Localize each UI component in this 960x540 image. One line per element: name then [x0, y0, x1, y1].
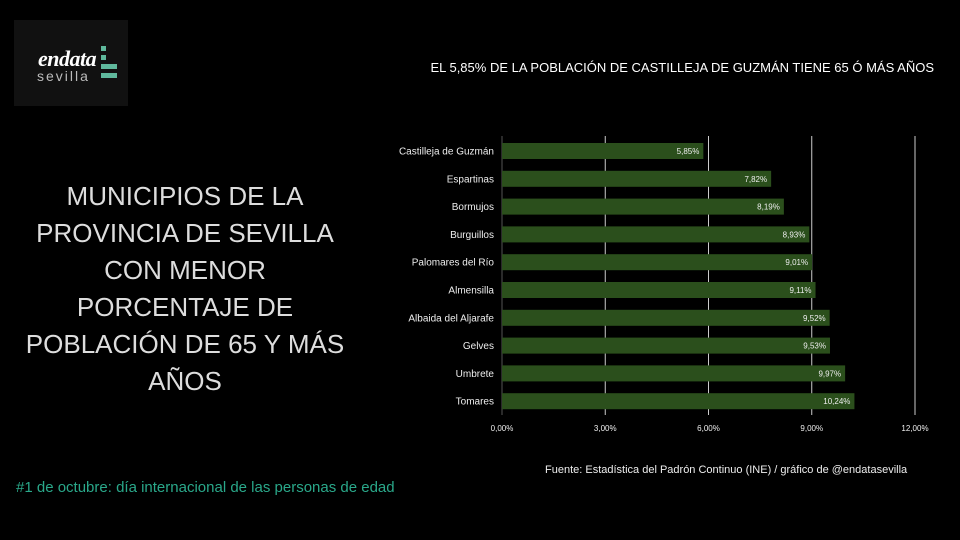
- bar: [502, 143, 704, 159]
- bar: [502, 170, 772, 187]
- tick-label: 3,00%: [594, 424, 617, 433]
- bar: [502, 254, 813, 271]
- logo-line1: endata: [38, 46, 97, 71]
- data-label: 5,85%: [677, 147, 700, 156]
- category-label: Bormujos: [452, 202, 494, 213]
- data-label: 9,01%: [785, 258, 808, 267]
- headline: EL 5,85% DE LA POBLACIÓN DE CASTILLEJA D…: [430, 60, 934, 75]
- category-label: Burguillos: [450, 230, 494, 241]
- data-label: 9,53%: [803, 342, 826, 351]
- bar: [502, 198, 784, 215]
- data-label: 9,52%: [803, 314, 826, 323]
- source-note: Fuente: Estadística del Padrón Continuo …: [545, 464, 908, 476]
- bar: [502, 365, 846, 382]
- category-label: Tomares: [456, 397, 494, 408]
- category-label: Palomares del Río: [412, 258, 495, 269]
- category-label: Almensilla: [448, 286, 494, 297]
- data-label: 7,82%: [744, 175, 767, 184]
- bar: [502, 337, 830, 354]
- logo: endata sevilla: [14, 20, 128, 106]
- data-label: 10,24%: [823, 397, 850, 406]
- bar: [502, 282, 816, 298]
- data-label: 9,11%: [789, 286, 811, 295]
- logo-line2: sevilla: [37, 68, 90, 84]
- tick-label: 0,00%: [491, 424, 514, 433]
- data-label: 8,19%: [757, 203, 780, 212]
- category-label: Espartinas: [447, 174, 494, 185]
- footer-note: #1 de octubre: día internacional de las …: [16, 479, 395, 496]
- tick-label: 12,00%: [901, 424, 928, 433]
- data-label: 9,97%: [818, 369, 841, 378]
- data-label: 8,93%: [783, 230, 806, 239]
- tick-label: 9,00%: [800, 424, 823, 433]
- bar: [502, 393, 855, 410]
- page-title: MUNICIPIOS DE LA PROVINCIA DE SEVILLA CO…: [25, 181, 345, 396]
- category-label: Albaida del Aljarafe: [408, 313, 494, 324]
- bar: [502, 226, 810, 243]
- category-label: Castilleja de Guzmán: [399, 147, 494, 158]
- bar: [502, 309, 830, 326]
- category-label: Umbrete: [456, 369, 495, 380]
- tick-label: 6,00%: [697, 424, 720, 433]
- category-label: Gelves: [463, 341, 494, 352]
